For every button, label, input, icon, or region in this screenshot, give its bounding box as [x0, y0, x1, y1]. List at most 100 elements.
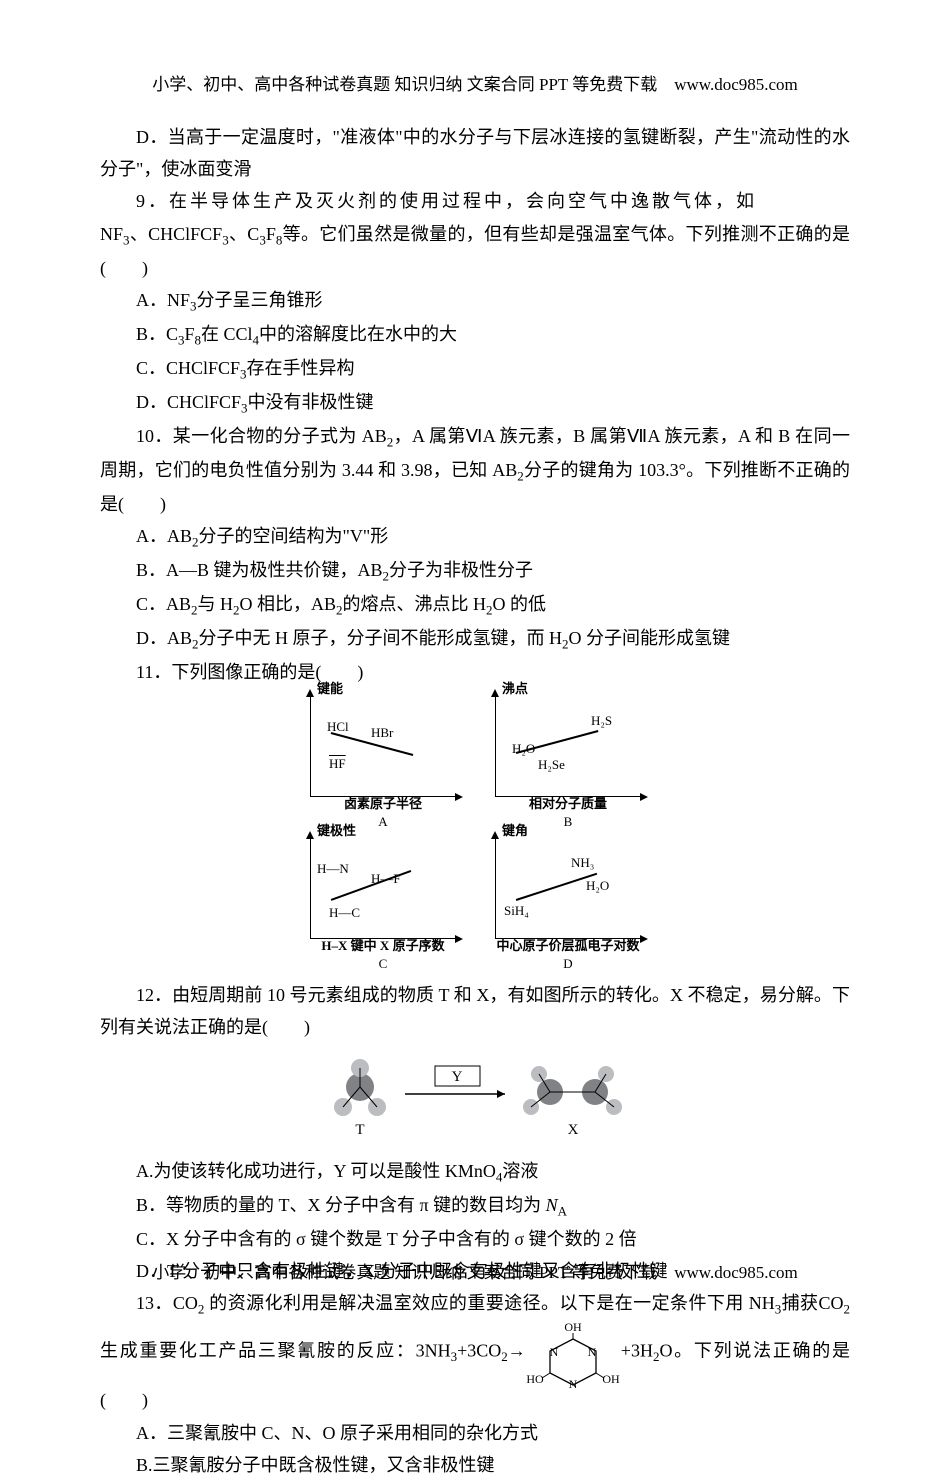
t: 溶液: [502, 1161, 538, 1181]
t: 捕获CO: [781, 1293, 843, 1313]
t: O 的低: [493, 594, 547, 614]
t: 与 H: [198, 594, 234, 614]
q10-option-c: C．AB2与 H2O 相比，AB2的熔点、沸点比 H2O 的低: [100, 588, 850, 622]
q9-stem-a: 9．在半导体生产及灭火剂的使用过程中，会向空气中逸散气体，如: [100, 185, 850, 217]
chart-a-caption: A: [378, 810, 387, 833]
s: 2: [844, 1302, 851, 1317]
chart-c-ylabel: 键极性: [317, 819, 356, 842]
pt: HCl: [327, 715, 349, 738]
pt: H₂Se: [538, 753, 565, 776]
pt: HF: [329, 752, 346, 775]
q12-option-b: B．等物质的量的 T、X 分子中含有 π 键的数目均为 NA: [100, 1189, 850, 1223]
chart-c: 键极性 H—N H—F H—C H–X 键中 X 原子序数 C: [310, 839, 455, 939]
t: D．AB: [136, 628, 192, 648]
triazine-ring-icon: OH N N N HO OH: [526, 1321, 621, 1396]
q9-option-b: B．C3F8在 CCl4中的溶解度比在水中的大: [100, 318, 850, 352]
chart-d-caption: D: [563, 952, 572, 975]
svg-text:N: N: [587, 1345, 596, 1359]
t: F: [185, 324, 195, 344]
svg-text:OH: OH: [602, 1372, 620, 1386]
t: D．CHClFCF: [136, 392, 241, 412]
q10-stem: 10．某一化合物的分子式为 AB2，A 属第ⅥA 族元素，B 属第ⅦA 族元素，…: [100, 420, 850, 520]
page-footer: 小学、初中、高中各种试卷真题 知识归纳 文案合同 PPT 等免费下载 www.d…: [0, 1258, 950, 1289]
svg-text:N: N: [549, 1345, 558, 1359]
q10-option-a: A．AB2分子的空间结构为"V"形: [100, 520, 850, 554]
chart-b: 沸点 H₂O H₂S H₂Se 相对分子质量 B: [495, 697, 640, 797]
q10-option-b: B．A—B 键为极性共价键，AB2分子为非极性分子: [100, 554, 850, 588]
t: A.为使该转化成功进行，Y 可以是酸性 KMnO: [136, 1161, 496, 1181]
t: O 分子间能形成氢键: [569, 628, 731, 648]
arrow-up-icon: [491, 831, 499, 839]
q11-charts: 键能 HCl HBr HF 卤素原子半径 A 沸点 H₂O H₂S H₂Se 相…: [100, 697, 850, 939]
q11-stem: 11．下列图像正确的是( ): [100, 656, 850, 688]
t: B．C: [136, 324, 178, 344]
q13-option-b: B.三聚氰胺分子中既含极性键，又含非极性键: [100, 1449, 850, 1481]
q10-option-d: D．AB2分子中无 H 原子，分子间不能形成氢键，而 H2O 分子间能形成氢键: [100, 622, 850, 656]
q12-diagram: T Y X: [100, 1052, 850, 1147]
q9-option-c: C．CHClFCF3存在手性异构: [100, 352, 850, 386]
t: A．AB: [136, 526, 192, 546]
chart-a-ylabel: 键能: [317, 677, 343, 700]
t: A．NF: [136, 290, 190, 310]
t: 的资源化利用是解决温室效应的重要途径。以下是在一定条件下用 NH: [204, 1293, 774, 1313]
q9-option-a: A．NF3分子呈三角锥形: [100, 284, 850, 318]
pt: SiH₄: [504, 899, 529, 922]
t: N: [546, 1195, 558, 1215]
chart-b-ylabel: 沸点: [502, 677, 528, 700]
t: 分子的空间结构为"V"形: [199, 526, 389, 546]
pt: H₂S: [591, 709, 612, 732]
svg-text:T: T: [355, 1122, 364, 1138]
t: F: [266, 224, 276, 244]
t: 、C: [229, 224, 260, 244]
svg-text:X: X: [568, 1122, 579, 1138]
molecule-transform-icon: T Y X: [305, 1052, 645, 1147]
t: C．CHClFCF: [136, 358, 240, 378]
arrow-right-icon: [455, 935, 463, 943]
t: 的熔点、沸点比 H: [343, 594, 487, 614]
chart-c-caption: C: [379, 952, 388, 975]
t: 分子呈三角锥形: [197, 290, 323, 310]
t: 中的溶解度比在水中的大: [259, 324, 457, 344]
t: B．A—B 键为极性共价键，AB: [136, 560, 383, 580]
t: 、CHClFCF: [130, 224, 223, 244]
pt: NH₃: [571, 851, 594, 874]
q8-option-d: D．当高于一定温度时，"准液体"中的水分子与下层冰连接的氢键断裂，产生"流动性的…: [100, 121, 850, 186]
q12-stem: 12．由短周期前 10 号元素组成的物质 T 和 X，有如图所示的转化。X 不稳…: [100, 979, 850, 1044]
q13-option-a: A．三聚氰胺中 C、N、O 原子采用相同的杂化方式: [100, 1417, 850, 1449]
arrow-up-icon: [306, 689, 314, 697]
t: C．AB: [136, 594, 191, 614]
arrow-right-icon: [640, 935, 648, 943]
chart-d-ylabel: 键角: [502, 819, 528, 842]
t: 分子中无 H 原子，分子间不能形成氢键，而 H: [199, 628, 563, 648]
pt: H₂O: [586, 874, 609, 897]
page-header: 小学、初中、高中各种试卷真题 知识归纳 文案合同 PPT 等免费下载 www.d…: [100, 70, 850, 101]
t: 存在手性异构: [247, 358, 355, 378]
arrow-right-icon: [640, 793, 648, 801]
t: NF: [100, 224, 123, 244]
pt: H₂O: [512, 737, 535, 760]
chart-a: 键能 HCl HBr HF 卤素原子半径 A: [310, 697, 455, 797]
chart-b-caption: B: [564, 810, 573, 833]
svg-text:N: N: [568, 1377, 577, 1391]
pt: H—F: [371, 867, 401, 890]
q13-stem: 13．CO2 的资源化利用是解决温室效应的重要途径。以下是在一定条件下用 NH3…: [100, 1287, 850, 1416]
t: 在 CCl: [201, 324, 253, 344]
chart-d: 键角 SiH₄ NH₃ H₂O 中心原子价层孤电子对数 D: [495, 839, 640, 939]
t: 10．某一化合物的分子式为 AB: [136, 426, 387, 446]
svg-text:Y: Y: [452, 1069, 463, 1085]
t: B．等物质的量的 T、X 分子中含有 π 键的数目均为: [136, 1195, 546, 1215]
s: A: [558, 1203, 567, 1218]
t: 13．CO: [136, 1293, 198, 1313]
pt: H—N: [317, 857, 349, 880]
arrow-up-icon: [491, 689, 499, 697]
t: O 相比，AB: [240, 594, 337, 614]
t: 分子为非极性分子: [389, 560, 533, 580]
t: 中没有非极性键: [248, 392, 374, 412]
pt: HBr: [371, 721, 393, 744]
q9-option-d: D．CHClFCF3中没有非极性键: [100, 386, 850, 420]
arrow-right-icon: [455, 793, 463, 801]
pt: H—C: [329, 901, 360, 924]
q9-stem-b: NF3、CHClFCF3、C3F8等。它们虽然是微量的，但有些却是强温室气体。下…: [100, 218, 850, 284]
svg-text:HO: HO: [526, 1372, 544, 1386]
arrow-up-icon: [306, 831, 314, 839]
